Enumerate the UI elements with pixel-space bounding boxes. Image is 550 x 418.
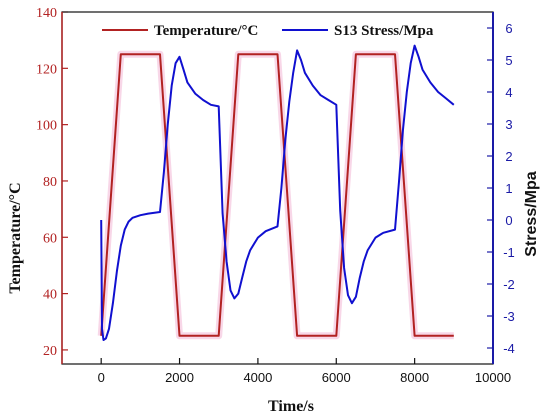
series-line-stress [100, 44, 455, 341]
x-tick-label: 8000 [400, 370, 429, 385]
y-right-tick-label: 4 [505, 85, 512, 100]
y-right-tick-label: 0 [505, 213, 512, 228]
y-right-tick-label: 3 [505, 117, 512, 132]
y-left-tick-label: 40 [43, 288, 57, 303]
y-right-tick-label: -3 [503, 309, 515, 324]
series-glow-temperature [97, 50, 454, 340]
y-left-axis-title: Temperature/°C [7, 182, 24, 293]
y-right-tick-label: 2 [505, 149, 512, 164]
y-right-tick-label: -2 [503, 277, 515, 292]
x-axis-title: Time/s [268, 398, 314, 415]
y-right-tick-label: 5 [505, 53, 512, 68]
y-left-tick-label: 140 [36, 6, 57, 21]
x-tick-label: 0 [98, 370, 105, 385]
y-left-tick-label: 100 [36, 119, 57, 134]
y-left-tick-label: 60 [43, 231, 57, 246]
legend-label-temperature: Temperature/°C [154, 23, 258, 39]
y-right-tick-label: -1 [503, 245, 515, 260]
x-tick-label: 10000 [475, 370, 511, 385]
y-left-tick-label: 120 [36, 62, 57, 77]
x-tick-label: 6000 [322, 370, 351, 385]
y-right-axis-title: Stress/Mpa [523, 171, 540, 256]
y-right-tick-label: 1 [505, 181, 512, 196]
series-line-temperature [100, 53, 454, 337]
legend: Temperature/°C S13 Stress/Mpa [102, 23, 434, 39]
y-right-tick-label: -4 [503, 341, 515, 356]
y-left-tick-label: 20 [43, 344, 57, 359]
y-left-tick-label: 80 [43, 175, 57, 190]
x-tick-label: 2000 [165, 370, 194, 385]
legend-label-stress: S13 Stress/Mpa [334, 23, 434, 39]
series-layer [97, 44, 455, 341]
y-right-tick-label: 6 [505, 21, 512, 36]
x-tick-label: 4000 [243, 370, 272, 385]
